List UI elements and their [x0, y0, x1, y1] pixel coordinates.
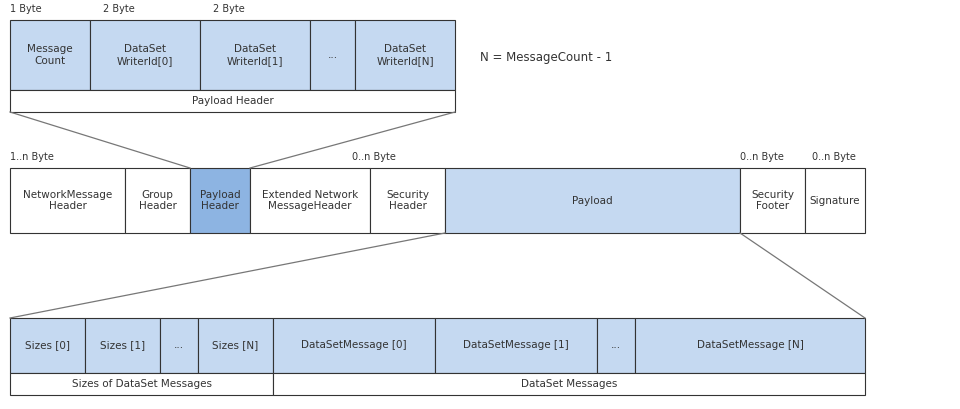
Text: ...: ...	[174, 341, 184, 351]
Text: ...: ...	[327, 50, 338, 60]
Bar	[160, 318, 198, 373]
Text: N = MessageCount - 1: N = MessageCount - 1	[480, 50, 612, 63]
Bar	[200, 20, 310, 90]
Bar	[370, 168, 445, 233]
Text: 0..n Byte: 0..n Byte	[812, 152, 856, 162]
Text: Payload Header: Payload Header	[192, 96, 274, 106]
Bar	[10, 90, 455, 112]
Text: 1..n Byte: 1..n Byte	[10, 152, 54, 162]
Text: Security
Header: Security Header	[386, 190, 429, 211]
Text: DataSetMessage [0]: DataSetMessage [0]	[301, 341, 407, 351]
Text: DataSet
WriterId[N]: DataSet WriterId[N]	[376, 44, 434, 66]
Bar	[10, 168, 125, 233]
Text: Sizes [0]: Sizes [0]	[25, 341, 70, 351]
Bar	[635, 318, 865, 373]
Bar	[740, 168, 805, 233]
Bar	[805, 168, 865, 233]
Bar	[85, 318, 160, 373]
Text: DataSetMessage [N]: DataSetMessage [N]	[697, 341, 804, 351]
Text: 0..n Byte: 0..n Byte	[740, 152, 784, 162]
Text: Signature: Signature	[809, 196, 860, 205]
Text: 2 Byte: 2 Byte	[103, 4, 134, 14]
Bar	[10, 20, 90, 90]
Text: Sizes [1]: Sizes [1]	[100, 341, 145, 351]
Text: Sizes of DataSet Messages: Sizes of DataSet Messages	[71, 379, 211, 389]
Bar	[198, 318, 273, 373]
Text: Security
Footer: Security Footer	[751, 190, 794, 211]
Text: Group
Header: Group Header	[138, 190, 177, 211]
Bar	[125, 168, 190, 233]
Text: 1 Byte: 1 Byte	[10, 4, 41, 14]
Bar	[445, 168, 740, 233]
Text: Payload
Header: Payload Header	[200, 190, 240, 211]
Text: DataSetMessage [1]: DataSetMessage [1]	[463, 341, 569, 351]
Bar	[250, 168, 370, 233]
Bar	[190, 168, 250, 233]
Text: DataSet
WriterId[1]: DataSet WriterId[1]	[227, 44, 283, 66]
Text: Payload: Payload	[572, 196, 612, 205]
Text: Sizes [N]: Sizes [N]	[212, 341, 258, 351]
Text: 2 Byte: 2 Byte	[213, 4, 245, 14]
Bar	[597, 318, 635, 373]
Text: DataSet Messages: DataSet Messages	[521, 379, 617, 389]
Bar	[310, 20, 355, 90]
Text: ...: ...	[611, 341, 621, 351]
Text: DataSet
WriterId[0]: DataSet WriterId[0]	[117, 44, 173, 66]
Text: 0..n Byte: 0..n Byte	[352, 152, 396, 162]
Bar	[90, 20, 200, 90]
Bar	[355, 20, 455, 90]
Text: Extended Network
MessageHeader: Extended Network MessageHeader	[262, 190, 358, 211]
Text: NetworkMessage
Header: NetworkMessage Header	[23, 190, 112, 211]
Bar	[273, 318, 435, 373]
Bar	[435, 318, 597, 373]
Bar	[273, 373, 865, 395]
Text: Message
Count: Message Count	[27, 44, 73, 66]
Bar	[10, 318, 85, 373]
Bar	[10, 373, 273, 395]
